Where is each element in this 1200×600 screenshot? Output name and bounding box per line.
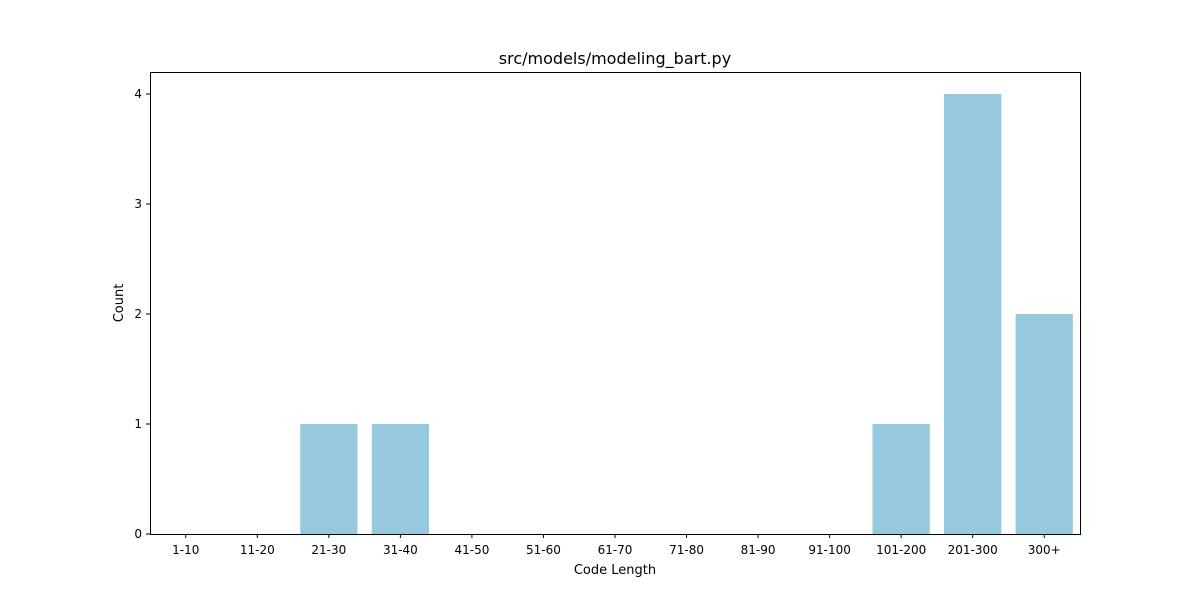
x-tick-label: 71-80 bbox=[669, 543, 704, 557]
bar-201-300 bbox=[944, 94, 1002, 534]
x-tick-label: 61-70 bbox=[598, 543, 633, 557]
x-tick-label: 41-50 bbox=[454, 543, 489, 557]
x-axis-label: Code Length bbox=[574, 563, 656, 578]
x-tick-label: 101-200 bbox=[876, 543, 926, 557]
x-tick-label: 300+ bbox=[1028, 543, 1061, 557]
bar-21-30 bbox=[300, 424, 358, 534]
y-tick-label: 0 bbox=[134, 527, 142, 541]
bar-31-40 bbox=[371, 424, 429, 534]
x-tick-label: 1-10 bbox=[172, 543, 199, 557]
x-tick-label: 31-40 bbox=[383, 543, 418, 557]
x-tick-label: 201-300 bbox=[948, 543, 998, 557]
x-tick-label: 51-60 bbox=[526, 543, 561, 557]
x-axis-ticks: 1-10 11-20 21-30 31-40 41-50 51-60 61-70 71-80 8… bbox=[172, 534, 1061, 557]
x-tick-label: 21-30 bbox=[311, 543, 346, 557]
x-tick-label: 11-20 bbox=[240, 543, 275, 557]
y-axis-label: Count bbox=[112, 284, 127, 323]
y-axis-ticks: 0 1 2 3 4 bbox=[134, 87, 150, 541]
chart-title: src/models/modeling_bart.py bbox=[499, 49, 731, 69]
y-tick-label: 1 bbox=[134, 417, 142, 431]
x-tick-label: 91-100 bbox=[808, 543, 851, 557]
y-tick-label: 4 bbox=[134, 87, 142, 101]
x-tick-label: 81-90 bbox=[741, 543, 776, 557]
y-tick-label: 2 bbox=[134, 307, 142, 321]
y-tick-label: 3 bbox=[134, 197, 142, 211]
plot-frame bbox=[150, 72, 1081, 535]
bar-101-200 bbox=[872, 424, 930, 534]
bars-group bbox=[300, 94, 1073, 534]
bar-300+ bbox=[1015, 314, 1073, 534]
